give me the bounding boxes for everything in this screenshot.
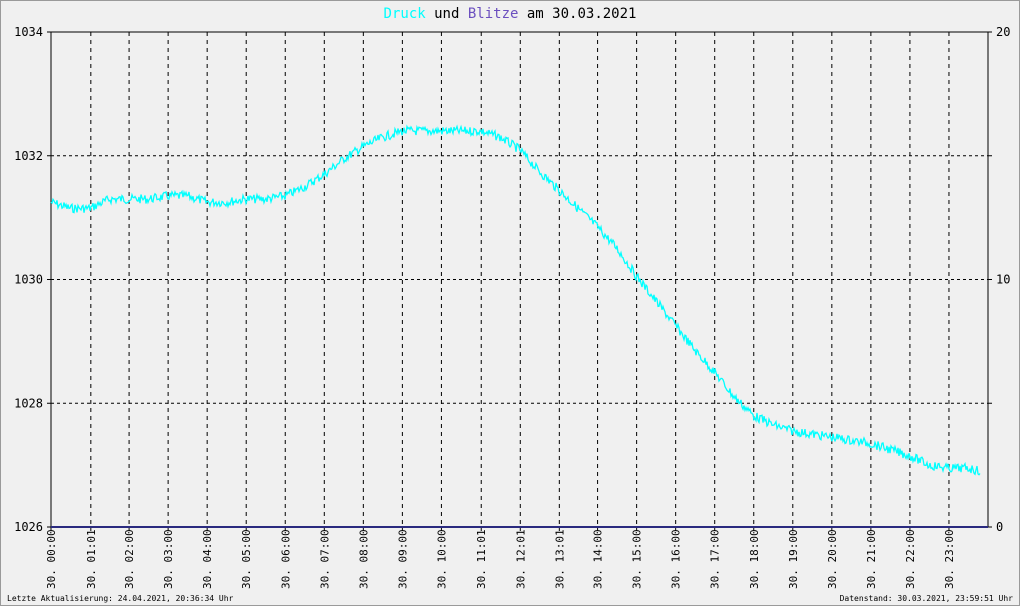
x-tick-label: 30. 06:00 — [279, 529, 292, 589]
x-tick-label: 30. 12:01 — [514, 529, 527, 589]
x-tick-label: 30. 15:00 — [631, 529, 644, 589]
title-blitze: Blitze — [467, 6, 519, 22]
x-tick-label: 30. 01:01 — [85, 529, 98, 589]
x-tick-label: 30. 05:00 — [240, 529, 253, 589]
x-tick-label: 30. 17:00 — [709, 529, 722, 589]
x-tick-label: 30. 23:00 — [943, 529, 956, 589]
x-tick-label: 30. 19:00 — [787, 529, 800, 589]
y-left-tick-label: 1034 — [14, 25, 43, 39]
x-tick-label: 30. 07:00 — [318, 529, 331, 589]
y-right-tick-label: 10 — [996, 273, 1010, 287]
x-tick-label: 30. 02:00 — [123, 529, 136, 589]
x-tick-label: 30. 00:00 — [45, 529, 58, 589]
x-tick-label: 30. 03:00 — [162, 529, 175, 589]
title-am: am — [526, 6, 544, 22]
x-tick-label: 30. 04:00 — [201, 529, 214, 589]
y-right-tick-label: 0 — [996, 520, 1003, 534]
title-date: 30.03.2021 — [552, 6, 637, 22]
x-tick-label: 30. 08:00 — [357, 529, 370, 589]
y-left-tick-label: 1026 — [14, 520, 43, 534]
x-tick-label: 30. 11:01 — [475, 529, 488, 589]
y-left-tick-label: 1032 — [14, 149, 43, 163]
x-tick-label: 30. 13:01 — [553, 529, 566, 589]
x-tick-label: 30. 20:00 — [826, 529, 839, 589]
x-tick-label: 30. 10:00 — [435, 529, 448, 589]
title-druck: Druck — [383, 6, 426, 22]
series-line-druck — [50, 124, 981, 476]
footer-data-status: Datenstand: 30.03.2021, 23:59:51 Uhr — [839, 594, 1013, 603]
x-tick-label: 30. 18:00 — [748, 529, 761, 589]
footer-last-update: Letzte Aktualisierung: 24.04.2021, 20:36… — [7, 594, 234, 603]
chart-title: Druck und Blitze am 30.03.2021 — [1, 6, 1019, 22]
x-tick-label: 30. 21:00 — [865, 529, 878, 589]
y-left-tick-label: 1028 — [14, 396, 43, 410]
x-tick-label: 30. 14:00 — [592, 529, 605, 589]
x-tick-label: 30. 09:00 — [396, 529, 409, 589]
x-tick-label: 30. 22:00 — [904, 529, 917, 589]
x-tick-label: 30. 16:00 — [670, 529, 683, 589]
y-right-tick-label: 20 — [996, 25, 1010, 39]
title-und: und — [434, 6, 460, 22]
y-left-tick-label: 1030 — [14, 273, 43, 287]
